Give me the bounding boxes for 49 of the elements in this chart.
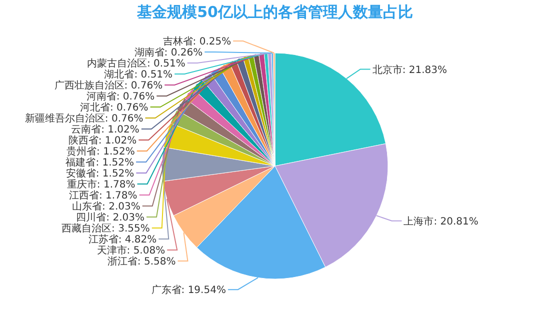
data-label: : 21.83% bbox=[402, 64, 448, 76]
slice-label: 广东省 bbox=[151, 284, 182, 296]
slice-label: 浙江省 bbox=[107, 256, 138, 268]
slice-label: 安徽省 bbox=[66, 168, 96, 180]
slice-label: 江苏省 bbox=[88, 234, 118, 246]
data-label: : 1.52% bbox=[96, 146, 135, 158]
data-label: : 2.03% bbox=[102, 202, 140, 213]
data-label: : 0.76% bbox=[110, 102, 148, 114]
slice-label: 上海市 bbox=[404, 215, 434, 228]
slice-label: 云南省 bbox=[71, 124, 102, 136]
slice-label: 陕西省 bbox=[68, 134, 98, 147]
data-label: : 20.81% bbox=[434, 216, 478, 228]
data-label: : 19.54% bbox=[181, 285, 226, 296]
slice-label: 福建省 bbox=[66, 156, 96, 169]
slice-label: 江西省 bbox=[68, 190, 99, 202]
slice-label: 重庆市 bbox=[66, 178, 97, 191]
slice-label: 河南省 bbox=[86, 90, 116, 103]
slice-label: 西藏自治区 bbox=[62, 222, 112, 235]
slice-label: 北京市 bbox=[372, 64, 402, 76]
data-label: : 0.51% bbox=[134, 70, 173, 81]
data-label: : 0.76% bbox=[104, 114, 144, 125]
slice-label: 湖北省 bbox=[104, 68, 134, 81]
slice-label: 吉林省 bbox=[162, 36, 193, 48]
slice-label: 四川省 bbox=[76, 212, 106, 224]
slice-label: 湖南省 bbox=[134, 46, 164, 59]
slice-label: 河北省 bbox=[80, 102, 110, 114]
data-label: : 5.58% bbox=[137, 256, 176, 268]
slice-label: 内蒙古自治区 bbox=[87, 58, 147, 70]
chart-title: 基金规模50亿以上的各省管理人数量占比 bbox=[136, 3, 413, 21]
data-label: : 1.02% bbox=[98, 136, 137, 147]
slice-label: 贵州省 bbox=[66, 146, 97, 158]
data-label: : 4.82% bbox=[118, 234, 157, 246]
data-label: : 0.25% bbox=[192, 36, 232, 48]
data-label: : 0.26% bbox=[164, 48, 203, 59]
slice-label: 广西壮族自治区 bbox=[54, 80, 124, 92]
data-label: : 1.02% bbox=[101, 124, 140, 136]
data-label: : 0.51% bbox=[147, 58, 186, 70]
data-label: : 0.76% bbox=[124, 80, 163, 92]
data-label: : 0.76% bbox=[116, 92, 155, 103]
slice-label: 天津市 bbox=[96, 244, 127, 257]
data-label: : 1.78% bbox=[96, 180, 136, 191]
slice-label: 山东省 bbox=[72, 200, 102, 213]
slice-label: 新疆维吾尔自治区 bbox=[24, 112, 105, 125]
data-label: : 2.03% bbox=[106, 212, 145, 224]
data-label: : 5.08% bbox=[126, 246, 166, 257]
data-label: : 1.52% bbox=[96, 158, 134, 169]
data-label: : 1.52% bbox=[96, 168, 134, 180]
data-label: : 1.78% bbox=[98, 190, 138, 202]
data-label: : 3.55% bbox=[112, 224, 150, 235]
